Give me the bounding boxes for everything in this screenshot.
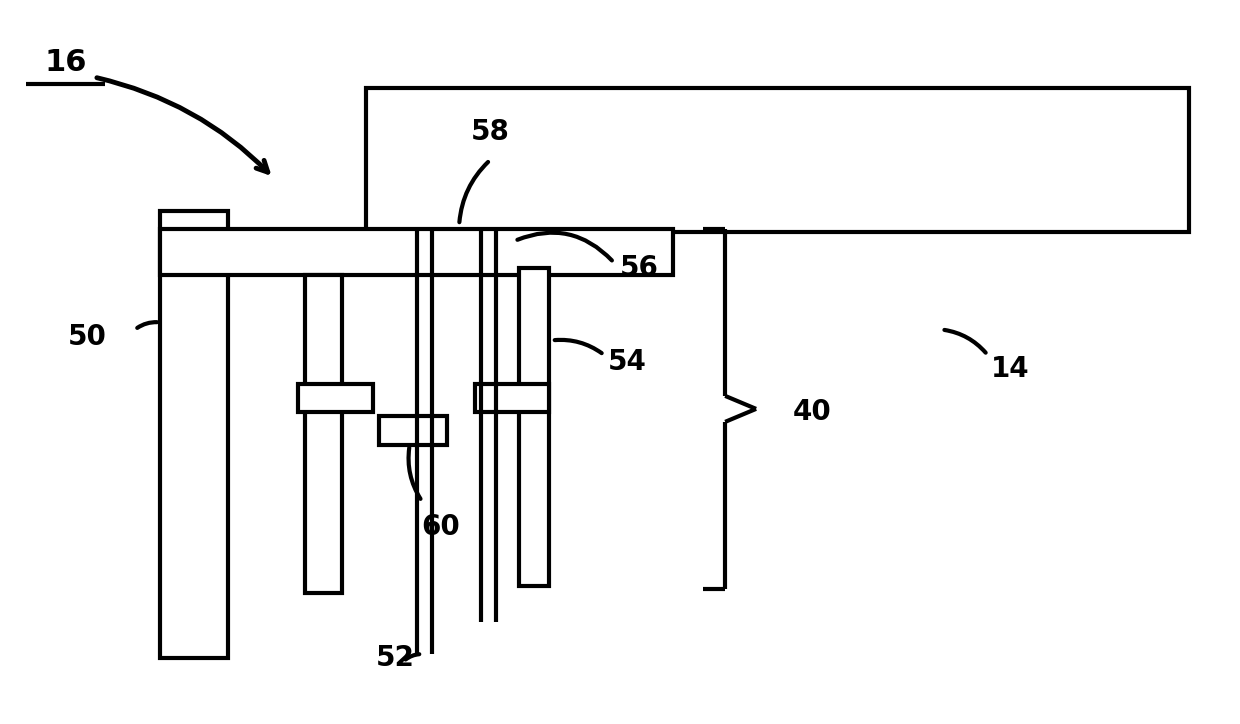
Bar (366, 88, 1189, 232)
Text: 40: 40 (794, 398, 832, 426)
Text: 50: 50 (68, 323, 107, 350)
Text: 56: 56 (620, 254, 658, 282)
Text: 58: 58 (471, 117, 510, 146)
Text: 14: 14 (991, 355, 1029, 383)
Bar (160, 229, 673, 275)
Bar (378, 416, 446, 445)
Bar (305, 275, 342, 593)
Text: 60: 60 (422, 513, 460, 542)
Bar (475, 384, 549, 413)
Bar (160, 211, 228, 657)
Text: 16: 16 (45, 49, 87, 77)
Text: 54: 54 (608, 348, 646, 376)
Bar (299, 384, 372, 413)
Text: 52: 52 (376, 644, 414, 672)
Bar (518, 268, 549, 586)
